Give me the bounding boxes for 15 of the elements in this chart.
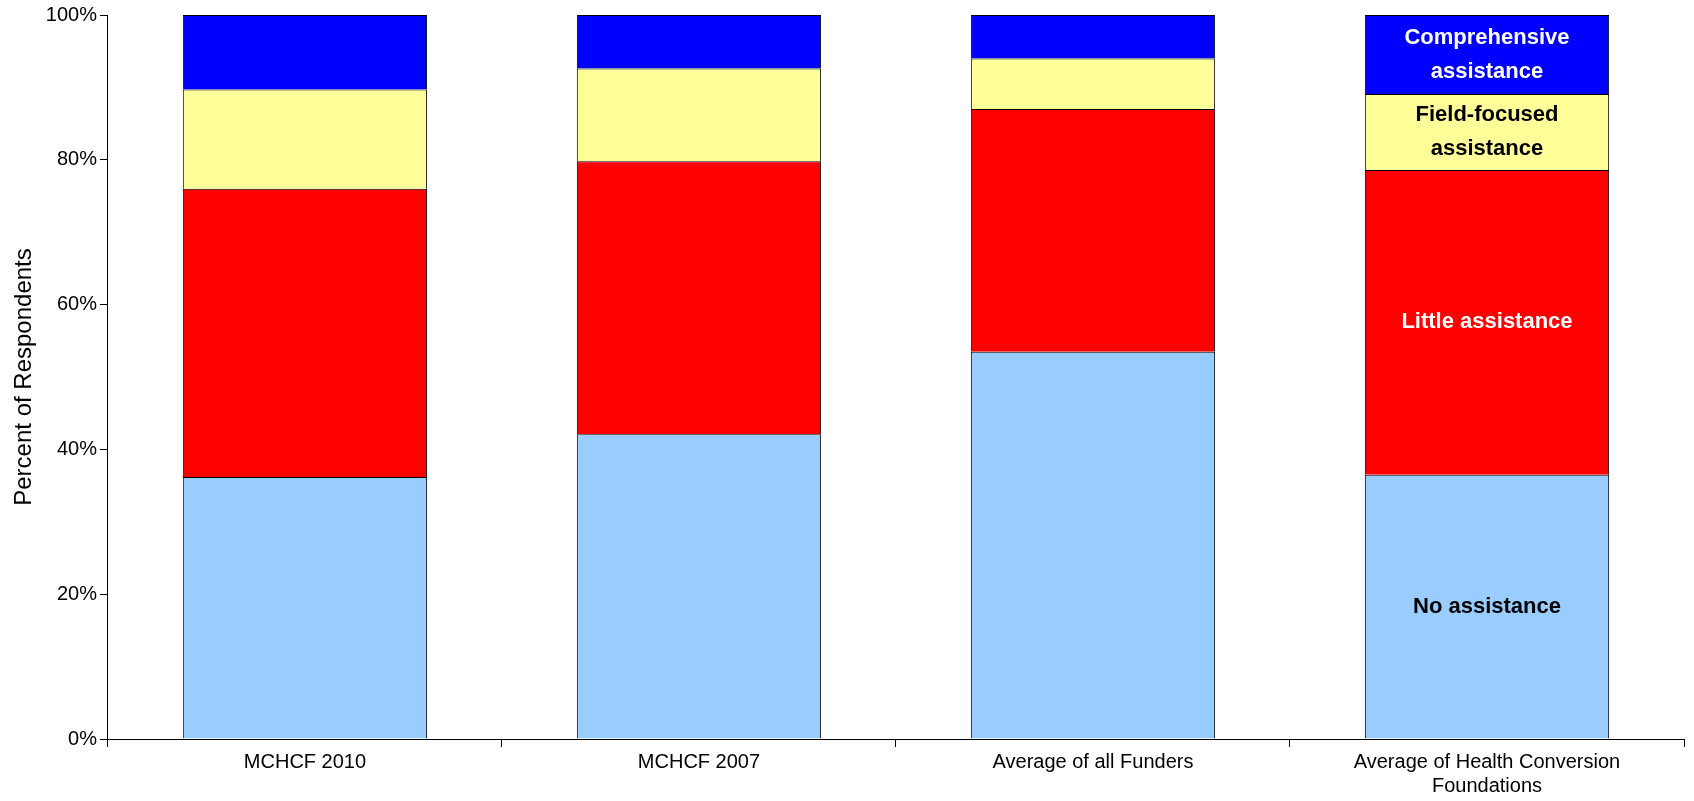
x-tick-label: Average of all Funders: [992, 749, 1194, 772]
y-tick-label: 80%: [56, 147, 98, 170]
y-tick-label: 0%: [68, 726, 98, 749]
series-label: Field-focused assistance: [1415, 100, 1559, 160]
series-label: Little assistance: [1401, 308, 1573, 334]
y-axis-title: Percent of Respondents: [9, 248, 37, 506]
series-label: Comprehensive assistance: [1404, 23, 1570, 83]
y-tick-label: 20%: [56, 581, 98, 604]
series-label: No assistance: [1413, 592, 1561, 618]
x-tick-label: MCHCF 2010: [243, 749, 367, 772]
y-tick-label: 40%: [56, 436, 98, 459]
x-tick-label: Average of Health Conversion Foundations: [1353, 749, 1621, 796]
y-tick-label: 100%: [45, 2, 98, 25]
x-tick-label: MCHCF 2007: [637, 749, 761, 772]
y-tick-label: 60%: [56, 292, 98, 315]
